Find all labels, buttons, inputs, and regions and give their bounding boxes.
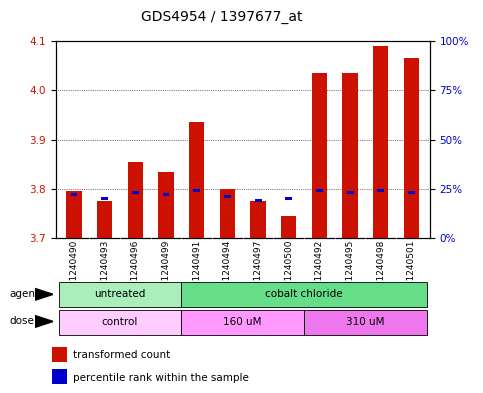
Bar xyxy=(373,46,388,238)
Polygon shape xyxy=(35,316,53,327)
Bar xyxy=(189,122,204,238)
Text: GSM1240495: GSM1240495 xyxy=(346,240,355,300)
Bar xyxy=(255,199,261,202)
Text: GSM1240501: GSM1240501 xyxy=(407,240,416,300)
Text: dose: dose xyxy=(10,316,35,327)
Bar xyxy=(347,191,354,194)
Bar xyxy=(97,201,113,238)
Bar xyxy=(342,73,358,238)
Text: agent: agent xyxy=(10,289,40,299)
Bar xyxy=(250,201,266,238)
Bar xyxy=(53,369,67,384)
Text: 160 uM: 160 uM xyxy=(224,317,262,327)
Bar xyxy=(316,189,323,192)
Bar xyxy=(128,162,143,238)
Text: GSM1240491: GSM1240491 xyxy=(192,240,201,300)
Text: GDS4954 / 1397677_at: GDS4954 / 1397677_at xyxy=(142,10,303,24)
Bar xyxy=(193,189,200,192)
Bar xyxy=(285,197,292,200)
Text: GSM1240493: GSM1240493 xyxy=(100,240,109,300)
Text: GSM1240499: GSM1240499 xyxy=(161,240,170,300)
Text: transformed count: transformed count xyxy=(73,350,170,360)
FancyBboxPatch shape xyxy=(181,282,427,307)
Bar xyxy=(408,191,415,194)
FancyBboxPatch shape xyxy=(304,310,427,334)
Bar xyxy=(312,73,327,238)
FancyBboxPatch shape xyxy=(181,310,304,334)
Text: untreated: untreated xyxy=(94,289,146,299)
FancyBboxPatch shape xyxy=(58,310,181,334)
Text: GSM1240500: GSM1240500 xyxy=(284,240,293,300)
Text: cobalt chloride: cobalt chloride xyxy=(265,289,343,299)
Bar xyxy=(404,59,419,238)
Text: GSM1240494: GSM1240494 xyxy=(223,240,232,300)
Text: GSM1240498: GSM1240498 xyxy=(376,240,385,300)
Bar xyxy=(163,193,170,196)
Text: GSM1240492: GSM1240492 xyxy=(315,240,324,300)
Bar xyxy=(71,193,77,196)
Polygon shape xyxy=(35,288,53,300)
Bar xyxy=(220,189,235,238)
Bar xyxy=(377,189,384,192)
Text: control: control xyxy=(102,317,138,327)
FancyBboxPatch shape xyxy=(58,282,181,307)
Bar xyxy=(101,197,108,200)
Bar xyxy=(132,191,139,194)
Text: GSM1240490: GSM1240490 xyxy=(70,240,78,300)
Bar xyxy=(66,191,82,238)
Text: 310 uM: 310 uM xyxy=(346,317,384,327)
Text: GSM1240496: GSM1240496 xyxy=(131,240,140,300)
Bar xyxy=(224,195,231,198)
Bar xyxy=(158,173,174,238)
Text: percentile rank within the sample: percentile rank within the sample xyxy=(73,373,249,383)
Text: GSM1240497: GSM1240497 xyxy=(254,240,263,300)
Bar xyxy=(281,216,297,238)
Bar xyxy=(53,347,67,362)
